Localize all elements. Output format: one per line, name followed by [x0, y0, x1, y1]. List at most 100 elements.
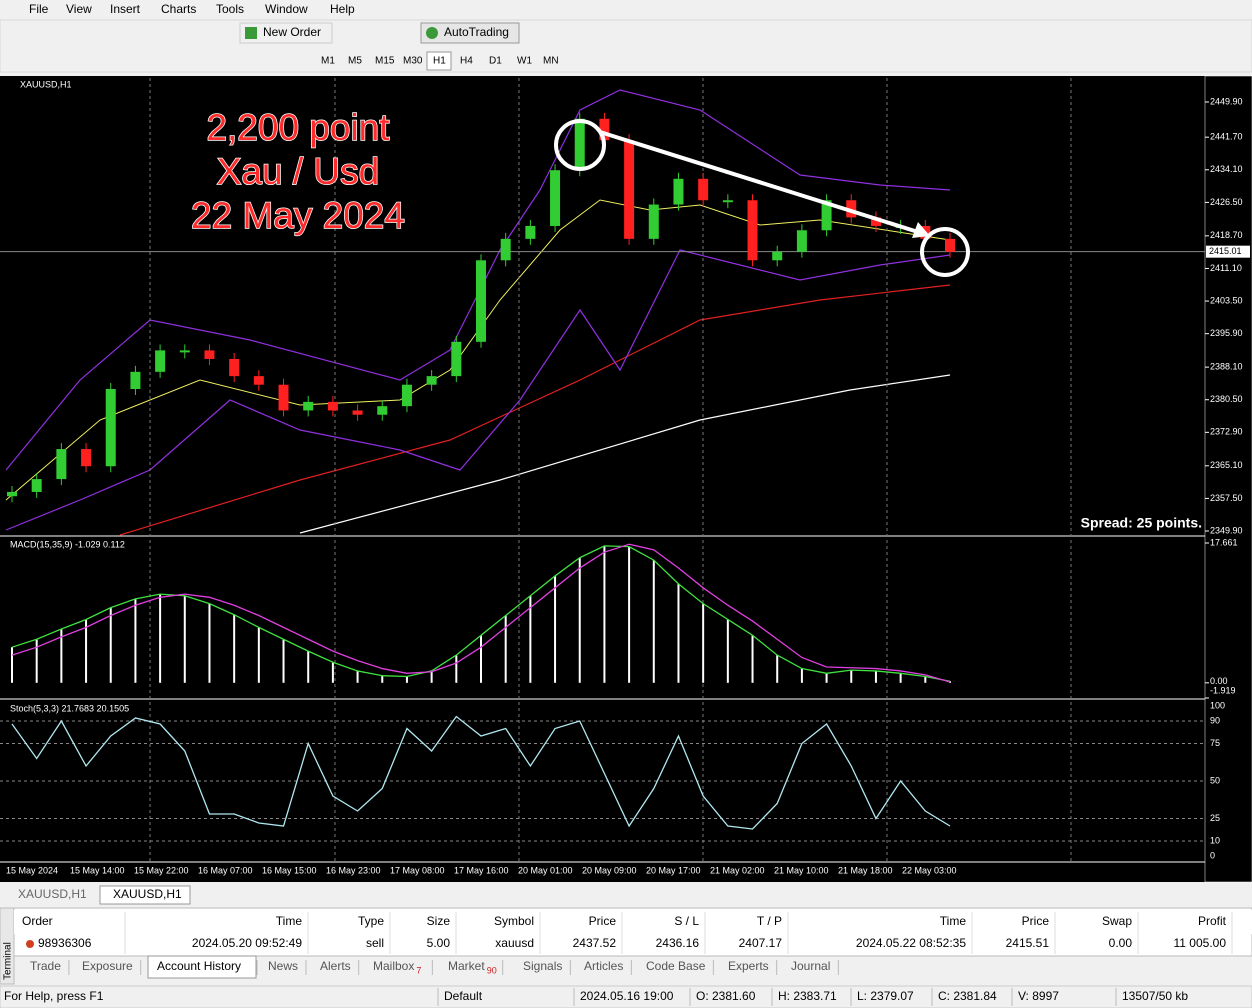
macd-signal-line [11, 543, 951, 683]
macd-bar [628, 546, 631, 683]
y-tick-label: 25 [1210, 813, 1220, 823]
cell: xauusd [495, 936, 534, 950]
menu-item[interactable]: Help [330, 2, 355, 16]
timeframe-button[interactable]: W1 [517, 56, 532, 67]
terminal-tab[interactable]: Articles [584, 959, 623, 973]
candle [229, 358, 240, 377]
y-tick-label: 2418.70 [1210, 230, 1243, 240]
status-field: V: 8997 [1018, 989, 1059, 1003]
status-field: H: 2383.71 [778, 989, 837, 1003]
y-tick-label: -1.919 [1210, 685, 1236, 695]
grid [149, 78, 1072, 862]
macd-bar [11, 647, 13, 683]
timeframe-button[interactable]: M1 [321, 56, 335, 67]
candle [673, 178, 684, 205]
current-price-box [1206, 245, 1250, 258]
chart-tab-label[interactable]: XAUUSD,H1 [113, 887, 182, 901]
macd-bar [35, 639, 38, 683]
column-header[interactable]: Order [22, 914, 53, 928]
moving-average [119, 284, 951, 536]
button-label[interactable]: AutoTrading [444, 25, 509, 39]
terminal-tab[interactable]: Code Base [646, 959, 706, 973]
macd-bar [776, 655, 779, 683]
timeframe-button[interactable]: M5 [348, 56, 362, 67]
cell: 98936306 [38, 936, 92, 950]
terminal-tab[interactable]: Experts [728, 959, 769, 973]
timeframe-button[interactable]: M30 [403, 56, 423, 67]
column-header[interactable]: Price [589, 914, 617, 928]
menu-item[interactable]: Window [265, 2, 308, 16]
candle [327, 401, 338, 411]
terminal-tab[interactable]: Alerts [320, 959, 351, 973]
candle [772, 251, 783, 261]
symbol-label: XAUUSD,H1 [20, 79, 72, 89]
candle [624, 140, 635, 239]
terminal-tab[interactable]: Market [448, 959, 485, 973]
column-header[interactable]: T / P [757, 914, 782, 928]
icon [426, 27, 438, 39]
terminal-tab[interactable]: Mailbox [373, 959, 414, 973]
status-bar [0, 985, 1252, 1008]
y-tick-label: 2388.10 [1210, 361, 1243, 371]
x-tick-label: 15 May 2024 [6, 865, 58, 875]
terminal-tab[interactable]: Journal [791, 959, 830, 973]
candle [870, 217, 881, 226]
indicator-label: Stoch(5,3,3) 21.7683 20.1505 [10, 703, 129, 713]
button-label[interactable]: New Order [263, 25, 321, 39]
macd-bar [233, 614, 236, 683]
timeframe-button[interactable]: M15 [375, 56, 395, 67]
terminal-tab[interactable]: Account History [157, 959, 241, 973]
candle [377, 406, 388, 415]
status-field: For Help, press F1 [4, 989, 104, 1003]
candle [945, 238, 955, 252]
new-order-button[interactable] [239, 22, 333, 44]
terminal-tab[interactable]: Trade [30, 959, 61, 973]
chart-tab-label[interactable]: XAUUSD,H1 [18, 887, 87, 901]
annotation: 2,200 point [206, 107, 390, 148]
y-tick-label: 2365.10 [1210, 460, 1243, 470]
menu-item[interactable]: Tools [216, 2, 244, 16]
menu-item[interactable]: View [66, 2, 92, 16]
autotrading-button[interactable] [420, 22, 520, 44]
chart-tab[interactable] [99, 885, 191, 905]
y-tick-label: 2449.90 [1210, 96, 1243, 106]
timeframe-button[interactable]: D1 [489, 56, 502, 67]
column-header[interactable]: Type [358, 914, 384, 928]
macd-bar [109, 607, 112, 683]
x-tick-label: 15 May 22:00 [134, 865, 189, 875]
macd-bar [307, 651, 310, 683]
terminal-tab[interactable]: News [268, 959, 298, 973]
column-header[interactable]: Price [1022, 914, 1050, 928]
status-field: L: 2379.07 [857, 989, 914, 1003]
column-header[interactable]: Profit [1198, 914, 1227, 928]
active-tab[interactable] [147, 955, 257, 979]
candle [401, 384, 412, 407]
terminal-tab[interactable]: Signals [523, 959, 562, 973]
menu-item[interactable]: Insert [110, 2, 141, 16]
menu-item[interactable]: Charts [161, 2, 196, 16]
timeframe-button[interactable]: MN [543, 56, 559, 67]
terminal-tab[interactable]: Exposure [82, 959, 133, 973]
column-header[interactable]: Time [276, 914, 303, 928]
x-tick-label: 17 May 08:00 [390, 865, 445, 875]
column-header[interactable]: Time [940, 914, 967, 928]
x-tick-label: 16 May 15:00 [262, 865, 317, 875]
macd-bar [60, 628, 63, 683]
column-header[interactable]: S / L [674, 914, 699, 928]
y-tick-label: 0 [1210, 850, 1215, 860]
candle [698, 178, 709, 201]
column-header[interactable]: Swap [1102, 914, 1132, 928]
x-tick-label: 17 May 16:00 [454, 865, 509, 875]
timeframe-button[interactable]: H1 [433, 56, 446, 67]
candle [81, 449, 92, 467]
column-header[interactable]: Size [427, 914, 451, 928]
menu-item[interactable]: File [29, 2, 49, 16]
cell: sell [366, 936, 384, 950]
column-header[interactable]: Symbol [494, 914, 534, 928]
timeframe-button[interactable]: H4 [460, 56, 473, 67]
macd-bar [85, 619, 88, 683]
candle [599, 118, 610, 141]
macd-bar [726, 619, 729, 683]
candle [846, 200, 857, 218]
